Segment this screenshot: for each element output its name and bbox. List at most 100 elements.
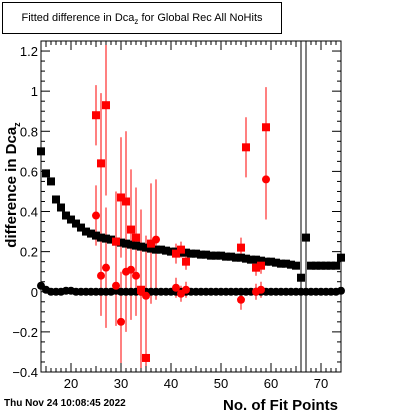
data-point-square: [87, 229, 95, 238]
y-tick-label: 0.2: [20, 245, 38, 260]
data-point-square: [227, 252, 235, 261]
data-point-square: [182, 257, 190, 266]
y-tick-label: 1: [31, 84, 38, 99]
data-point-square: [312, 261, 320, 270]
data-point-square: [242, 143, 250, 152]
data-point-square: [172, 249, 180, 258]
data-point-square: [237, 243, 245, 252]
data-point-circle: [127, 265, 135, 274]
data-point-square: [287, 260, 295, 269]
data-point-square: [257, 256, 265, 265]
y-axis-label-main: difference in Dca: [3, 126, 20, 248]
data-point-square: [192, 249, 200, 258]
data-point-circle: [237, 295, 245, 304]
title-tail: for Global Rec All NoHits: [138, 12, 263, 24]
data-point-circle: [132, 271, 140, 280]
data-point-square: [267, 257, 275, 266]
data-point-square: [337, 253, 345, 262]
data-point-square: [47, 177, 55, 186]
data-point-square: [282, 259, 290, 268]
data-point-square: [277, 259, 285, 268]
x-tick-label: 20: [64, 376, 78, 391]
data-point-square: [187, 249, 195, 258]
data-point-square: [217, 251, 225, 260]
data-point-square: [322, 261, 330, 270]
data-point-square: [122, 197, 130, 206]
data-point-square: [77, 223, 85, 232]
title-sub: z: [134, 17, 139, 27]
data-point-square: [132, 233, 140, 242]
data-point-circle: [92, 211, 100, 220]
x-tick-label: 70: [314, 376, 328, 391]
data-point-square: [157, 245, 165, 254]
y-tick-label: 0: [31, 285, 38, 300]
y-tick-label: −0.4: [12, 365, 38, 380]
y-tick-label: 1.2: [20, 44, 38, 59]
data-point-circle: [262, 175, 270, 184]
data-point-square: [57, 203, 65, 212]
y-axis-label-sub: z: [12, 122, 22, 127]
data-point-square: [167, 247, 175, 256]
chart-title: Fitted difference in Dcaz for Global Rec…: [2, 2, 282, 34]
data-point-square: [107, 235, 115, 244]
data-point-circle: [257, 285, 265, 294]
data-point-square: [117, 238, 125, 247]
data-point-square: [97, 233, 105, 242]
data-point-square: [147, 244, 155, 253]
data-point-square: [297, 273, 305, 282]
x-tick-label: 40: [164, 376, 178, 391]
data-point-circle: [142, 291, 150, 300]
data-point-circle: [102, 263, 110, 272]
data-point-square: [317, 261, 325, 270]
x-tick-label: 50: [214, 376, 228, 391]
data-point-square: [262, 257, 270, 266]
data-point-square: [232, 253, 240, 262]
y-tick-label: −0.2: [12, 325, 38, 340]
data-point-square: [252, 255, 260, 264]
data-point-square: [237, 253, 245, 262]
x-axis-label: No. of Fit Points: [223, 397, 338, 414]
data-point-circle: [117, 317, 125, 326]
data-point-square: [62, 211, 70, 220]
data-point-square: [222, 252, 230, 261]
data-point-square: [82, 227, 90, 236]
data-point-square: [132, 241, 140, 250]
data-point-circle: [172, 283, 180, 292]
axes: 20 30 40 50 60 70 −0.4 −0.2 0 0.2 0.4 0.6 0.8 1 1.2: [12, 41, 342, 391]
data-point-square: [92, 111, 100, 120]
data-point-square: [102, 101, 110, 110]
data-point-square: [97, 159, 105, 168]
data-point-square: [127, 225, 135, 234]
y-tick-label: 0.4: [20, 205, 38, 220]
title-main: Fitted difference in Dca: [21, 12, 135, 24]
data-point-circle: [152, 235, 160, 244]
data-point-square: [112, 237, 120, 246]
data-point-square: [152, 245, 160, 254]
y-axis-label: difference in Dcaz: [3, 122, 22, 248]
data-point-circle: [337, 286, 345, 295]
x-tick-label: 30: [114, 376, 128, 391]
data-point-square: [207, 251, 215, 260]
data-point-square: [92, 231, 100, 240]
data-point-square: [117, 193, 125, 202]
data-point-square: [67, 215, 75, 224]
data-point-circle: [97, 271, 105, 280]
data-point-square: [127, 240, 135, 249]
data-point-square: [162, 246, 170, 255]
data-point-square: [147, 239, 155, 248]
data-point-square: [332, 261, 340, 270]
data-point-square: [262, 123, 270, 132]
data-point-square: [327, 261, 335, 270]
data-point-square: [142, 243, 150, 252]
data-point-square: [292, 261, 300, 270]
data-point-square: [137, 242, 145, 251]
data-point-square: [247, 255, 255, 264]
data-point-square: [307, 261, 315, 270]
data-point-square: [257, 261, 265, 270]
y-tick-label: 0.6: [20, 164, 38, 179]
data-point-square: [197, 250, 205, 259]
data-point-circle: [112, 281, 120, 290]
data-marks: [37, 41, 345, 372]
data-point-square: [42, 169, 50, 178]
